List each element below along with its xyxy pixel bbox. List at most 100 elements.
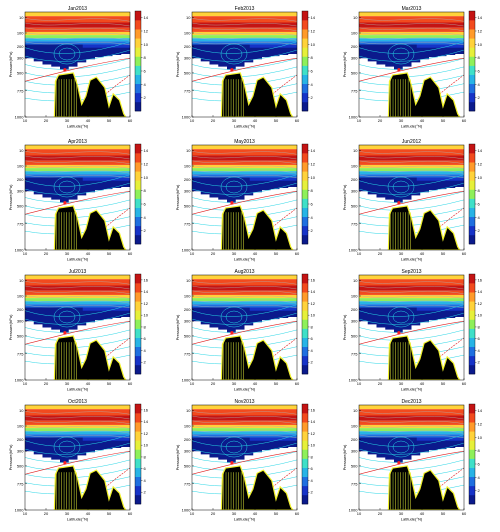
panel-title: Aug2013 bbox=[234, 269, 254, 275]
contour-line bbox=[192, 174, 297, 187]
colorbar-segment bbox=[469, 458, 475, 468]
plot-area bbox=[359, 12, 464, 117]
colorbar-segment bbox=[302, 458, 308, 468]
field-band bbox=[192, 301, 297, 305]
contour-line bbox=[359, 434, 464, 447]
x-tick-label: 50 bbox=[107, 118, 112, 123]
colorbar-tick-label: 10 bbox=[144, 313, 149, 318]
contour-line bbox=[359, 290, 464, 294]
x-tick-label: 60 bbox=[462, 381, 467, 386]
colorbar-segment bbox=[302, 74, 308, 85]
y-tick-label: 500 bbox=[17, 463, 24, 468]
y-tick-label: 300 bbox=[184, 189, 191, 194]
x-tick-label: 50 bbox=[274, 118, 279, 123]
field-band bbox=[359, 27, 464, 32]
colorbar-tick-label: 4 bbox=[144, 348, 147, 353]
contour-line bbox=[25, 32, 130, 36]
colorbar-frame bbox=[301, 403, 309, 505]
contour-line bbox=[25, 165, 130, 169]
contour-line bbox=[25, 415, 130, 420]
x-tick-label: 40 bbox=[420, 118, 425, 123]
x-tick-label: 60 bbox=[128, 251, 133, 256]
colorbar-tick-label: 4 bbox=[144, 82, 147, 87]
y-tick-label: 200 bbox=[17, 177, 24, 182]
y-axis-label: Pressure(hPa) bbox=[342, 314, 347, 340]
colorbar-segment bbox=[135, 47, 141, 57]
x-axis-label: Latitude(°N) bbox=[401, 517, 423, 522]
colorbar-tick-label: 4 bbox=[478, 82, 481, 87]
contour-line bbox=[359, 312, 464, 325]
colorbar-segment bbox=[302, 153, 308, 163]
contour-line-red bbox=[359, 320, 464, 345]
y-tick-label: 300 bbox=[351, 189, 358, 194]
colorbar-segment bbox=[302, 283, 308, 293]
colorbar-segment bbox=[135, 198, 141, 208]
x-tick-label: 50 bbox=[107, 251, 112, 256]
colorbar-tick-label: 12 bbox=[311, 29, 316, 34]
terrain-silhouette bbox=[53, 335, 127, 380]
colorbar-segment bbox=[135, 207, 141, 218]
contour-line bbox=[25, 41, 130, 54]
y-tick-label: 10 bbox=[353, 278, 358, 283]
colorbar-tick-label: 4 bbox=[311, 348, 314, 353]
colorbar-tick-label: 12 bbox=[478, 422, 483, 427]
contour-line bbox=[58, 47, 76, 61]
panel-title: Apr2013 bbox=[68, 139, 87, 145]
terrain-silhouette bbox=[387, 72, 461, 117]
colorbar-segment bbox=[302, 47, 308, 57]
colorbar-tick-label: 8 bbox=[478, 188, 481, 193]
colorbar-segment bbox=[469, 29, 475, 39]
contour-line bbox=[25, 18, 130, 22]
y-tick-label: 500 bbox=[351, 333, 358, 338]
field-band bbox=[249, 307, 297, 311]
colorbar-segment bbox=[469, 319, 475, 329]
y-tick-label: 10 bbox=[19, 15, 24, 20]
x-tick-label: 20 bbox=[378, 251, 383, 256]
terrain-silhouette bbox=[387, 335, 461, 380]
colorbar-segment bbox=[135, 274, 141, 284]
y-tick-label: 10 bbox=[186, 408, 191, 413]
terrain-silhouette bbox=[220, 465, 294, 510]
contour-line bbox=[359, 170, 464, 174]
contour-line bbox=[192, 27, 297, 31]
y-tick-label: 300 bbox=[184, 319, 191, 324]
colorbar-segment bbox=[302, 301, 308, 311]
x-tick-label: 40 bbox=[86, 511, 91, 516]
field-band bbox=[416, 307, 464, 311]
contour-line bbox=[392, 310, 410, 324]
field-low-region bbox=[359, 44, 464, 70]
field-band bbox=[25, 275, 130, 280]
plot-frame bbox=[191, 11, 298, 118]
y-tick-label: 200 bbox=[17, 437, 24, 442]
y-tick-label: 1000 bbox=[349, 378, 359, 383]
colorbar-segment bbox=[135, 162, 141, 172]
x-tick-label: 30 bbox=[232, 511, 237, 516]
y-tick-label: 10 bbox=[19, 408, 24, 413]
contour-line bbox=[359, 155, 464, 160]
y-axis-label: Pressure(hPa) bbox=[342, 184, 347, 210]
contour-line bbox=[25, 321, 130, 333]
colorbar-segment bbox=[135, 144, 141, 154]
colorbar-tick-label: 6 bbox=[144, 69, 147, 74]
colorbar-segment bbox=[135, 337, 141, 348]
colorbar-segment bbox=[469, 153, 475, 163]
colorbar-tick-label: 12 bbox=[311, 431, 316, 436]
x-tick-label: 10 bbox=[190, 251, 195, 256]
colorbar-tick-label: 10 bbox=[311, 175, 316, 180]
field-band bbox=[359, 22, 464, 28]
field-band bbox=[359, 298, 464, 302]
x-tick-label: 20 bbox=[44, 251, 49, 256]
field-low-region bbox=[25, 44, 130, 70]
colorbar-tick-label: 16 bbox=[144, 277, 149, 282]
y-tick-label: 300 bbox=[351, 319, 358, 324]
colorbar-segment bbox=[469, 92, 475, 103]
panel-title: Jun2012 bbox=[402, 139, 421, 145]
field-low-region bbox=[359, 177, 464, 203]
x-tick-label: 10 bbox=[357, 381, 362, 386]
contour-line bbox=[53, 176, 81, 198]
y-tick-label: 200 bbox=[351, 177, 358, 182]
field-band bbox=[359, 171, 464, 175]
